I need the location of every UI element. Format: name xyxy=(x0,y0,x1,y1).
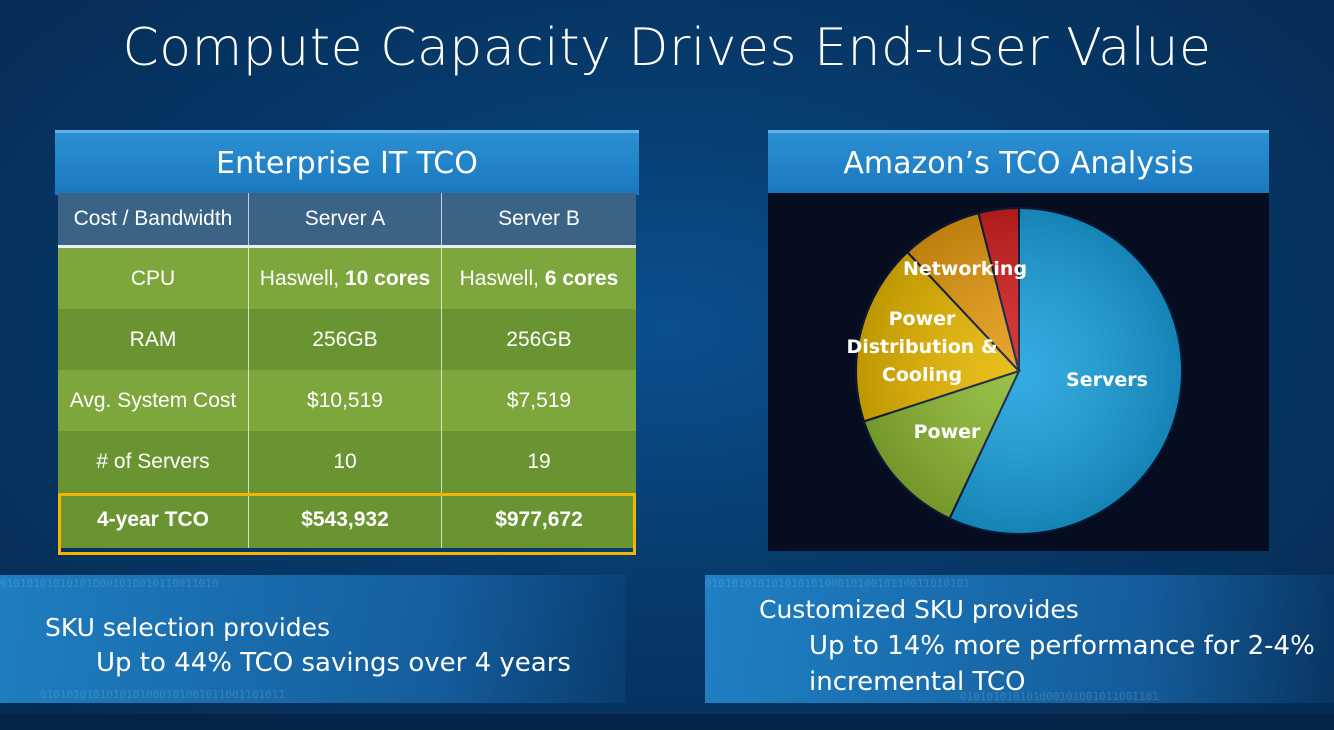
ram-server-a: 256GB xyxy=(248,309,442,370)
column-header-server-b: Server B xyxy=(441,193,636,248)
total-server-b: $977,672 xyxy=(441,492,636,548)
pie-shade xyxy=(856,208,1182,534)
label-pdc-line3: Cooling xyxy=(882,364,962,386)
table-row-system-cost: Avg. System Cost $10,519 $7,519 xyxy=(58,370,636,431)
right-caption-heading: Customized SKU provides xyxy=(759,595,1079,624)
cpu-a-cores: 10 cores xyxy=(344,266,431,290)
binary-decoration: 010101010101000101001011001101 xyxy=(960,690,1159,703)
row-label: Avg. System Cost xyxy=(58,370,249,431)
amazon-tco-header: Amazon’s TCO Analysis xyxy=(768,130,1269,195)
label-pdc-line2: Distribution & xyxy=(846,336,997,358)
table-row-total-tco: 4-year TCO $543,932 $977,672 xyxy=(58,492,636,548)
table-row-ram: RAM 256GB 256GB xyxy=(58,309,636,370)
left-caption-band xyxy=(0,575,625,703)
pie-svg: Networking Power Distribution & Cooling … xyxy=(846,206,1183,535)
column-header-server-a: Server A xyxy=(248,193,442,248)
cpu-b-prefix: Haswell, xyxy=(459,266,545,290)
cpu-server-a: Haswell, 10 cores xyxy=(248,246,442,309)
row-label: 4-year TCO xyxy=(58,492,249,548)
binary-decoration: 010101010101010001010010110011010 xyxy=(0,577,219,590)
cpu-a-prefix: Haswell, xyxy=(259,266,345,290)
bottom-strip xyxy=(0,714,1334,730)
ram-server-b: 256GB xyxy=(441,309,636,370)
binary-decoration: 0101010101010101010001010010110011010101 xyxy=(705,577,970,590)
table-row-server-count: # of Servers 10 19 xyxy=(58,431,636,492)
right-caption-band xyxy=(705,575,1334,703)
binary-decoration: 0101010101010101000101001011001101011 xyxy=(40,688,286,701)
row-label: # of Servers xyxy=(58,431,249,492)
right-caption-body-line1: Up to 14% more performance for 2-4% xyxy=(809,631,1315,661)
total-server-a: $543,932 xyxy=(248,492,442,548)
slide-title: Compute Capacity Drives End-user Value xyxy=(122,18,1212,78)
amazon-tco-pie-chart: Networking Power Distribution & Cooling … xyxy=(768,193,1269,551)
count-server-a: 10 xyxy=(248,431,442,492)
cost-server-a: $10,519 xyxy=(248,370,442,431)
left-caption-body: Up to 44% TCO savings over 4 years xyxy=(96,648,571,678)
label-power: Power xyxy=(914,421,981,443)
cpu-b-cores: 6 cores xyxy=(544,266,619,290)
label-servers: Servers xyxy=(1066,369,1148,391)
enterprise-tco-table: Cost / Bandwidth Server A Server B CPU H… xyxy=(58,193,636,548)
column-header-cost-bandwidth: Cost / Bandwidth xyxy=(58,193,249,248)
left-caption-heading: SKU selection provides xyxy=(45,613,331,642)
row-label: RAM xyxy=(58,309,249,370)
row-label: CPU xyxy=(58,246,249,309)
label-networking: Networking xyxy=(903,258,1027,280)
cost-server-b: $7,519 xyxy=(441,370,636,431)
label-pdc-line1: Power xyxy=(889,308,956,330)
table-row-cpu: CPU Haswell, 10 cores Haswell, 6 cores xyxy=(58,246,636,309)
count-server-b: 19 xyxy=(441,431,636,492)
enterprise-tco-header: Enterprise IT TCO xyxy=(55,130,639,195)
right-caption-body-line2: incremental TCO xyxy=(809,667,1026,697)
cpu-server-b: Haswell, 6 cores xyxy=(441,246,636,309)
table-header-row: Cost / Bandwidth Server A Server B xyxy=(58,193,636,248)
